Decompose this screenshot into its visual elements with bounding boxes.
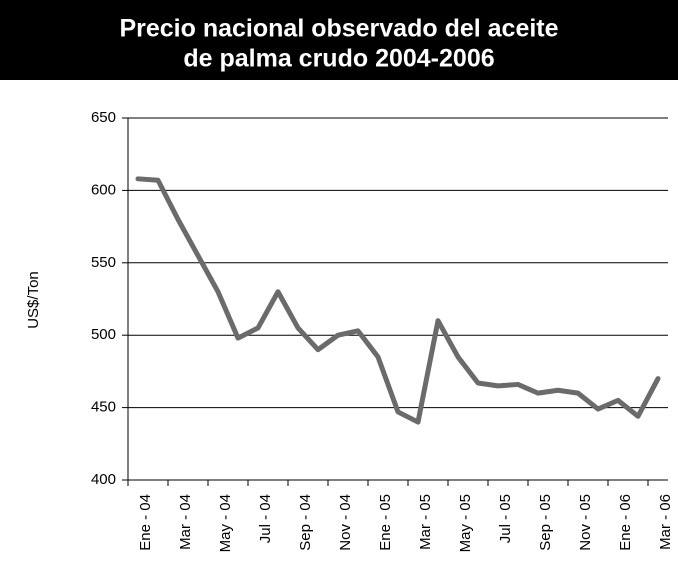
x-tick-label: Nov - 05 [577, 494, 594, 551]
y-tick-label: 450 [91, 399, 116, 416]
title-box [0, 0, 678, 80]
x-tick-label: Sep - 04 [297, 494, 314, 551]
chart-title: Precio nacional observado del aceite [119, 15, 558, 43]
line-series [135, 176, 661, 425]
chart-subtitle: de palma crudo 2004-2006 [183, 45, 494, 73]
y-axis-label: US$/Ton [25, 271, 42, 329]
y-tick-label: 500 [91, 326, 116, 343]
y-tick-label: 600 [91, 181, 116, 198]
x-tick-label: Ene - 04 [137, 494, 154, 551]
x-tick-label: Ene - 06 [617, 494, 634, 551]
y-tick-label: 400 [91, 471, 116, 488]
x-tick-label: Mar - 06 [657, 494, 674, 550]
y-tick-label: 650 [91, 109, 116, 126]
x-tick-label: Sep - 05 [537, 494, 554, 551]
x-tick-label: Jul - 05 [497, 494, 514, 543]
x-tick-label: Mar - 05 [417, 494, 434, 550]
x-tick-label: Jul - 04 [257, 494, 274, 543]
x-tick-label: Ene - 05 [377, 494, 394, 551]
x-tick-label: Mar - 04 [177, 494, 194, 550]
x-tick-label: May - 05 [457, 494, 474, 552]
x-tick-label: May - 04 [217, 494, 234, 552]
y-tick-label: 550 [91, 254, 116, 271]
x-tick-label: Nov - 04 [337, 494, 354, 551]
